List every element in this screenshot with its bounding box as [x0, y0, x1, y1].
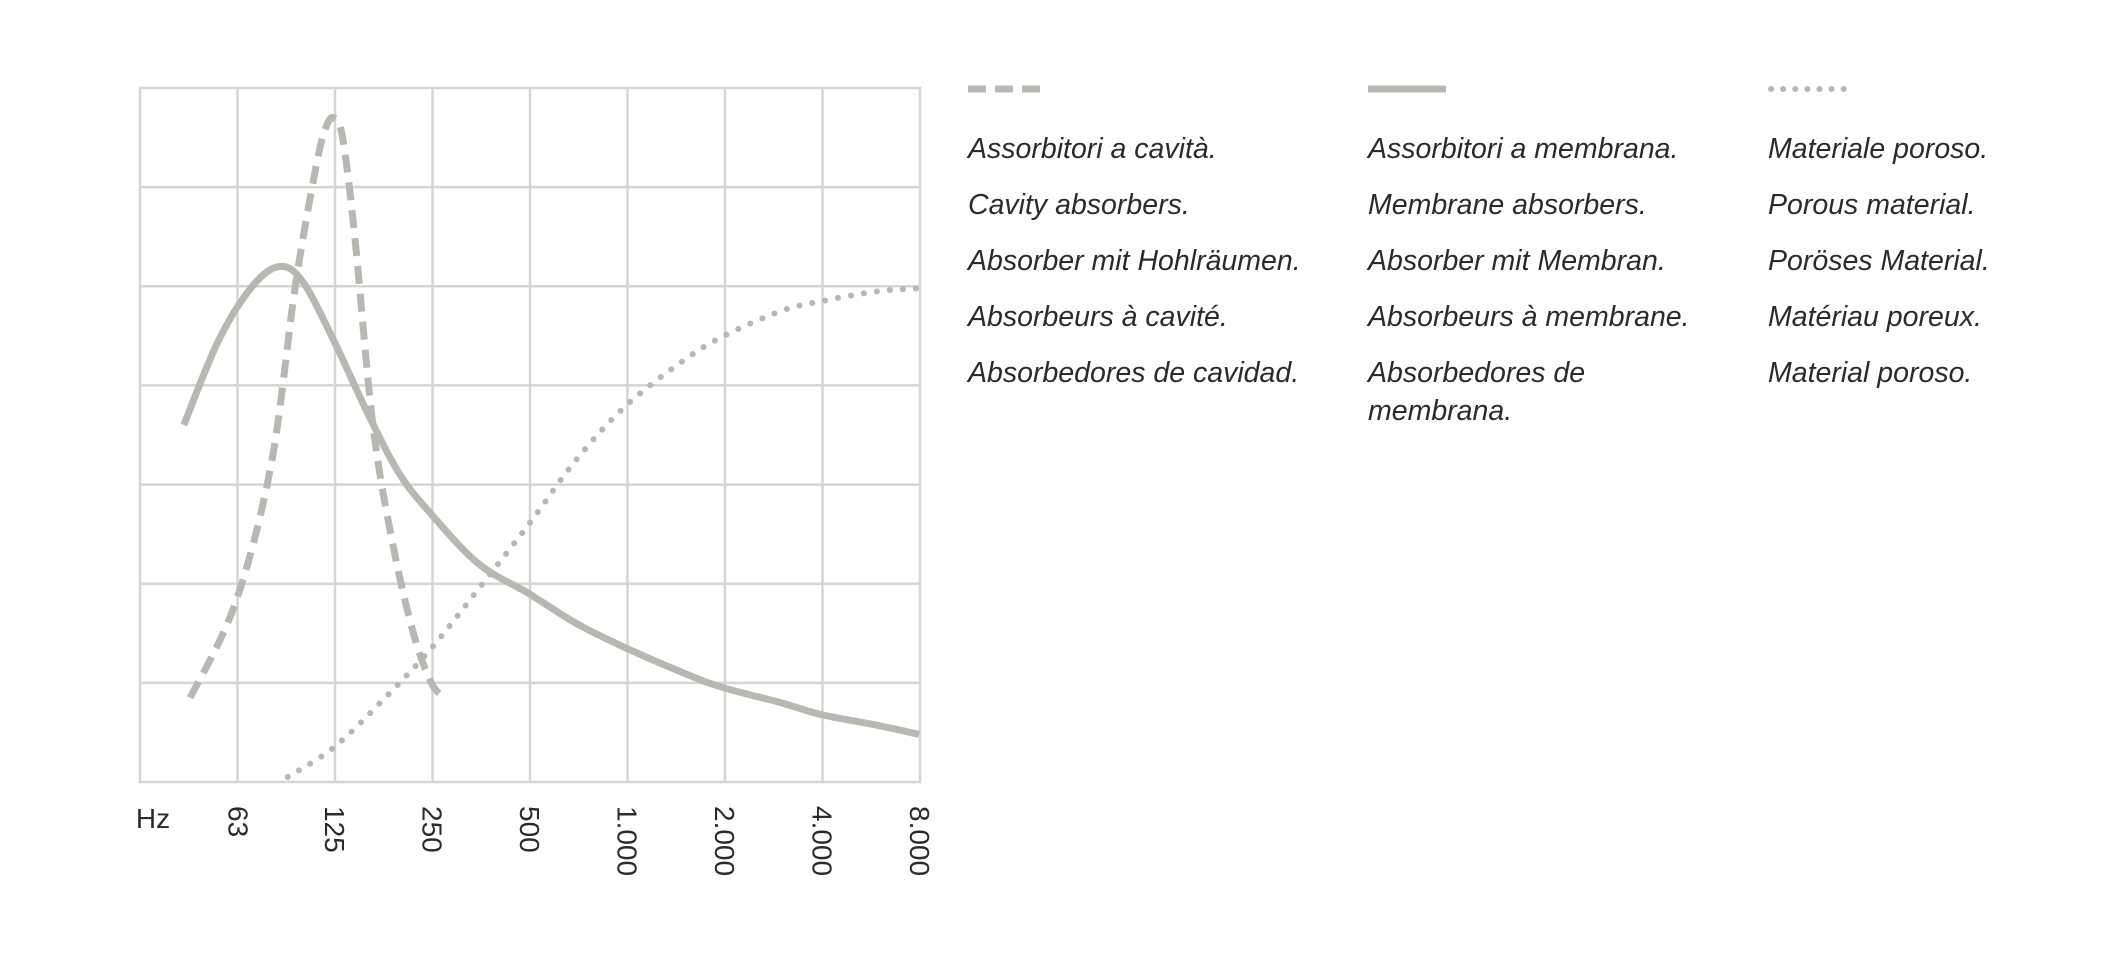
legend-cavity-label: Absorber mit Hohlräumen. — [968, 245, 1301, 277]
x-tick-label: 500 — [514, 806, 545, 853]
legend-swatch-solid-icon — [1368, 85, 1446, 93]
legend-membrane: Assorbitori a membrana. Membrane absorbe… — [1368, 84, 1708, 448]
x-tick-label: 8.000 — [904, 806, 935, 876]
series-line-porous — [284, 285, 922, 780]
legend-swatch-dotted-icon — [1768, 86, 1848, 92]
legend-cavity: Assorbitori a cavità. Cavity absorbers. … — [968, 84, 1308, 410]
legend-membrane-label: Membrane absorbers. — [1368, 189, 1647, 221]
legend-membrane-label: Assorbitori a membrana. — [1368, 133, 1679, 165]
legend-porous-label: Matériau poreux. — [1768, 301, 1982, 333]
legend-porous-label: Porous material. — [1768, 189, 1976, 221]
legend-porous-label: Material poroso. — [1768, 357, 1973, 389]
series-line-membrane — [180, 262, 920, 738]
legend-membrane-label: Absorbedores de membrana. — [1368, 357, 1586, 427]
chart-grid — [138, 86, 922, 784]
x-tick-label: 2.000 — [709, 806, 740, 876]
legend-cavity-label: Absorbedores de cavidad. — [968, 357, 1300, 389]
x-tick-label: 1.000 — [611, 806, 642, 876]
x-tick-label: 4.000 — [806, 806, 837, 876]
legend-swatch-dashed-icon — [968, 85, 1048, 93]
legend-membrane-label: Absorber mit Membran. — [1368, 245, 1666, 277]
chart-series — [180, 113, 922, 780]
x-axis: Hz 63 125 250 500 1.000 2.000 4.000 8.000 — [136, 803, 935, 876]
x-tick-label: 250 — [416, 806, 447, 853]
series-line-cavity — [187, 113, 448, 701]
x-tick-label: 125 — [319, 806, 350, 853]
legend-porous-label: Materiale poroso. — [1768, 133, 1989, 165]
legend-cavity-label: Absorbeurs à cavité. — [968, 301, 1228, 333]
legend-porous-label: Poröses Material. — [1768, 245, 1990, 277]
x-tick-label: 63 — [223, 806, 254, 837]
legend-cavity-label: Cavity absorbers. — [968, 189, 1190, 221]
legend-membrane-label: Absorbeurs à membrane. — [1368, 301, 1690, 333]
legend-cavity-label: Assorbitori a cavità. — [968, 133, 1217, 165]
x-axis-unit-label: Hz — [136, 803, 170, 834]
legend-porous: Materiale poroso. Porous material. Porös… — [1768, 84, 2108, 410]
